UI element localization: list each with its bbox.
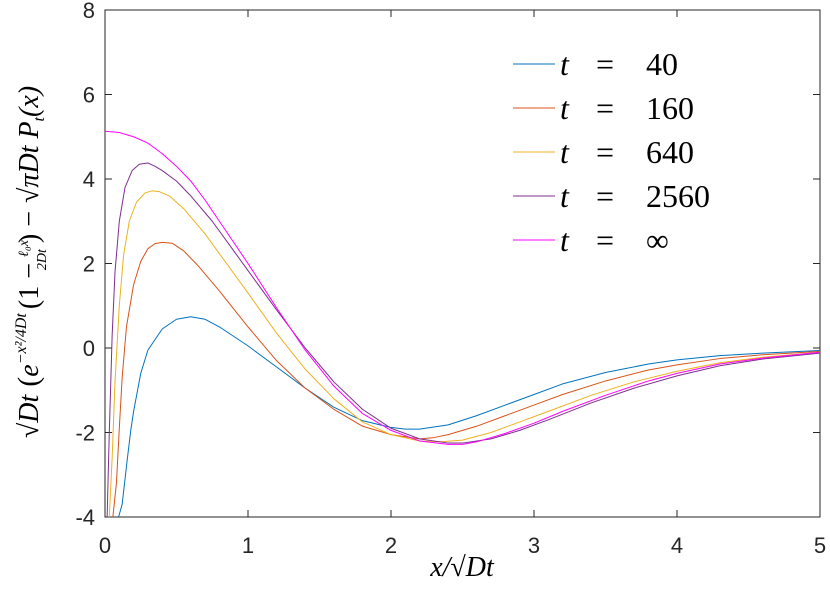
- y-label-e: e: [14, 364, 45, 376]
- y-label-tail: √πDt P: [14, 121, 45, 203]
- x-tick-label: 4: [671, 533, 683, 558]
- svg-text:√Dt(e−x²/4Dt(1 −ℓ₀x2Dt) −√πDt: √Dt (e−x²/4Dt (1 − ℓ₀x2Dt ) − √πDt Pt(x): [12, 86, 50, 438]
- x-tick-label: 5: [814, 533, 826, 558]
- x-tick-label: 1: [242, 533, 254, 558]
- x-tick-label: 0: [99, 533, 111, 558]
- y-axis-label: √Dt (e−x²/4Dt (1 − ℓ₀x2Dt ) − √πDt Pt(x): [12, 86, 50, 438]
- y-label-tail-sub: t: [31, 116, 48, 121]
- y-tick-label: 8: [83, 0, 95, 23]
- legend-eq-2: =: [596, 134, 614, 170]
- series-line-1: [112, 241, 820, 517]
- x-axis-label: x/√Dt: [429, 552, 495, 583]
- y-label-paren: (1 −: [14, 263, 45, 309]
- series-line-3: [106, 162, 820, 517]
- y-label-frac-den: 2Dt: [35, 248, 50, 270]
- legend-eq-1: =: [596, 90, 614, 126]
- y-tick-label: -2: [75, 421, 95, 446]
- y-tick-labels: -4 -2 0 2 4 6 8: [75, 0, 95, 530]
- y-label-tail-end: (x): [14, 86, 45, 117]
- y-tick-label: 0: [83, 336, 95, 361]
- x-tick-labels: 0 1 2 3 4 5: [99, 533, 826, 558]
- legend-entry-2: t = 640: [513, 134, 694, 170]
- series-line-0: [118, 316, 820, 517]
- legend-eq-4: =: [596, 222, 614, 258]
- legend-entry-1: t = 160: [513, 90, 694, 126]
- series-line-4: [105, 130, 820, 445]
- legend-eq-3: =: [596, 178, 614, 214]
- y-label-sup: −x²/4Dt: [13, 313, 30, 365]
- y-label-frac-num: ℓ₀x: [17, 239, 32, 257]
- legend: t = 40 t = 160 t = 640 t = 2560 t = ∞: [513, 46, 710, 258]
- legend-val-4: ∞: [646, 222, 669, 258]
- y-tick-label: 4: [83, 167, 95, 192]
- legend-val-3: 2560: [646, 178, 710, 214]
- x-tick-label: 2: [385, 533, 397, 558]
- legend-val-1: 160: [646, 90, 694, 126]
- legend-entry-0: t = 40: [513, 46, 678, 82]
- series-lines: [105, 130, 820, 517]
- axis-ticks: [104, 9, 821, 518]
- legend-var-4: t: [560, 222, 570, 258]
- y-tick-label: 2: [83, 252, 95, 277]
- legend-val-0: 40: [646, 46, 678, 82]
- y-label-prefix: √Dt: [14, 393, 45, 438]
- y-tick-label: -4: [75, 505, 95, 530]
- legend-val-2: 640: [646, 134, 694, 170]
- x-tick-label: 3: [528, 533, 540, 558]
- legend-entry-4: t = ∞: [513, 222, 669, 258]
- plot-area: [104, 9, 821, 518]
- y-tick-label: 6: [83, 83, 95, 108]
- legend-var-1: t: [560, 90, 570, 126]
- y-label-paren-close: ) −: [14, 211, 45, 243]
- legend-var-2: t: [560, 134, 570, 170]
- y-label-exp: (: [12, 377, 45, 387]
- legend-eq-0: =: [596, 46, 614, 82]
- legend-var-3: t: [560, 178, 570, 214]
- legend-var-0: t: [560, 46, 570, 82]
- series-line-2: [108, 190, 820, 517]
- legend-entry-3: t = 2560: [513, 178, 710, 214]
